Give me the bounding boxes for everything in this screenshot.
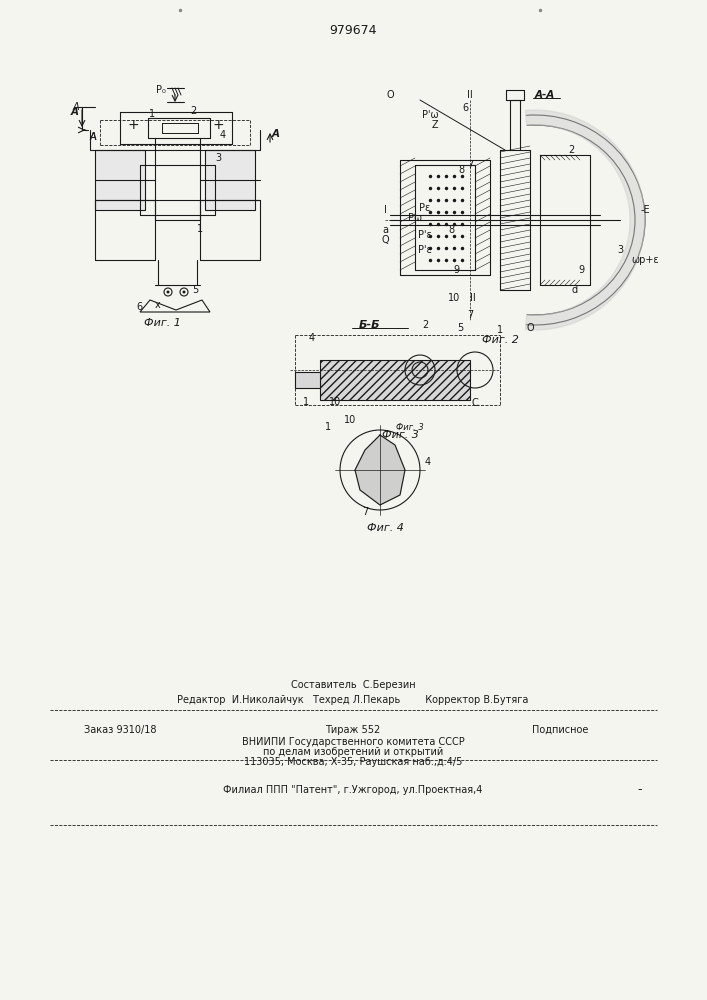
Text: 1: 1 bbox=[303, 397, 309, 407]
Text: P'ε: P'ε bbox=[418, 245, 432, 255]
Text: C: C bbox=[472, 398, 479, 408]
Text: Заказ 9310/18: Заказ 9310/18 bbox=[83, 725, 156, 735]
Text: 8: 8 bbox=[459, 165, 465, 175]
Text: 3: 3 bbox=[215, 153, 221, 163]
Text: 10: 10 bbox=[448, 293, 460, 303]
Text: 1: 1 bbox=[325, 422, 331, 432]
Text: 9: 9 bbox=[578, 265, 584, 275]
Text: I: I bbox=[384, 205, 387, 215]
Text: ВНИИПИ Государственного комитета СССР: ВНИИПИ Государственного комитета СССР bbox=[242, 737, 464, 747]
Text: -E: -E bbox=[640, 205, 650, 215]
Text: II: II bbox=[467, 90, 473, 100]
Circle shape bbox=[167, 290, 170, 294]
Text: +: + bbox=[212, 118, 224, 132]
Text: Pε: Pε bbox=[419, 203, 431, 213]
Text: 2: 2 bbox=[190, 106, 197, 116]
Text: 6: 6 bbox=[137, 302, 143, 312]
Text: A: A bbox=[71, 107, 79, 117]
Text: A-A: A-A bbox=[535, 90, 555, 100]
Text: 10: 10 bbox=[329, 397, 341, 407]
Bar bbox=[205, 150, 255, 210]
Text: A: A bbox=[90, 132, 96, 142]
Text: Б-Б: Б-Б bbox=[359, 320, 381, 330]
Text: 4: 4 bbox=[220, 130, 226, 140]
Text: O: O bbox=[526, 323, 534, 333]
Text: по делам изобретений и открытий: по делам изобретений и открытий bbox=[263, 747, 443, 757]
Text: 4: 4 bbox=[309, 333, 315, 343]
Text: x: x bbox=[155, 300, 161, 310]
Text: d: d bbox=[572, 285, 578, 295]
Text: P'ω: P'ω bbox=[421, 110, 438, 120]
Bar bbox=[95, 150, 145, 210]
Text: P'ε: P'ε bbox=[418, 230, 432, 240]
Text: A: A bbox=[90, 132, 96, 142]
Text: O: O bbox=[386, 90, 394, 100]
Text: Фиг. 4: Фиг. 4 bbox=[366, 523, 404, 533]
Polygon shape bbox=[525, 110, 645, 330]
Text: Фиг. 2: Фиг. 2 bbox=[481, 335, 518, 345]
Polygon shape bbox=[355, 435, 405, 505]
Text: Фиг. 3: Фиг. 3 bbox=[382, 430, 419, 440]
Text: A: A bbox=[73, 102, 79, 112]
Text: 7: 7 bbox=[467, 160, 473, 170]
Text: Филиал ППП "Патент", г.Ужгород, ул.Проектная,4: Филиал ППП "Патент", г.Ужгород, ул.Проек… bbox=[223, 785, 483, 795]
Text: 1: 1 bbox=[197, 224, 203, 234]
Text: 5: 5 bbox=[192, 285, 198, 295]
Text: Q: Q bbox=[381, 235, 389, 245]
Text: 113035, Москва, Х-35, Раушская наб.,д.4/5: 113035, Москва, Х-35, Раушская наб.,д.4/… bbox=[244, 757, 462, 767]
Text: 1: 1 bbox=[149, 109, 155, 119]
Text: Составитель  С.Березин: Составитель С.Березин bbox=[291, 680, 415, 690]
Text: 8: 8 bbox=[449, 225, 455, 235]
Text: a: a bbox=[382, 225, 388, 235]
Bar bbox=[295, 372, 320, 388]
Text: Фиг. 3: Фиг. 3 bbox=[396, 422, 424, 432]
Text: -: - bbox=[638, 784, 642, 796]
Text: 6: 6 bbox=[462, 103, 468, 113]
Bar bbox=[320, 360, 470, 400]
Text: 979674: 979674 bbox=[329, 23, 377, 36]
Text: 4: 4 bbox=[425, 457, 431, 467]
Text: ωр+ε: ωр+ε bbox=[631, 255, 659, 265]
Text: 9: 9 bbox=[454, 265, 460, 275]
Text: 2: 2 bbox=[422, 320, 428, 330]
Text: A: A bbox=[272, 129, 280, 139]
Circle shape bbox=[182, 290, 185, 294]
Text: Подписное: Подписное bbox=[532, 725, 588, 735]
Text: Z: Z bbox=[432, 120, 438, 130]
Text: 10: 10 bbox=[344, 415, 356, 425]
Text: 7: 7 bbox=[362, 507, 368, 517]
Text: 2: 2 bbox=[568, 145, 575, 155]
Text: 1: 1 bbox=[497, 325, 503, 335]
Text: +: + bbox=[127, 118, 139, 132]
Text: 7: 7 bbox=[467, 310, 473, 320]
Text: II: II bbox=[470, 293, 476, 303]
Text: Pω: Pω bbox=[408, 213, 422, 223]
Text: Фиг. 1: Фиг. 1 bbox=[144, 318, 180, 328]
Text: Тираж 552: Тираж 552 bbox=[325, 725, 380, 735]
Text: 3: 3 bbox=[617, 245, 623, 255]
Text: 5: 5 bbox=[457, 323, 463, 333]
Text: P₀: P₀ bbox=[156, 85, 166, 95]
Text: Редактор  И.Николайчук   Техред Л.Пекарь        Корректор В.Бутяга: Редактор И.Николайчук Техред Л.Пекарь Ко… bbox=[177, 695, 529, 705]
